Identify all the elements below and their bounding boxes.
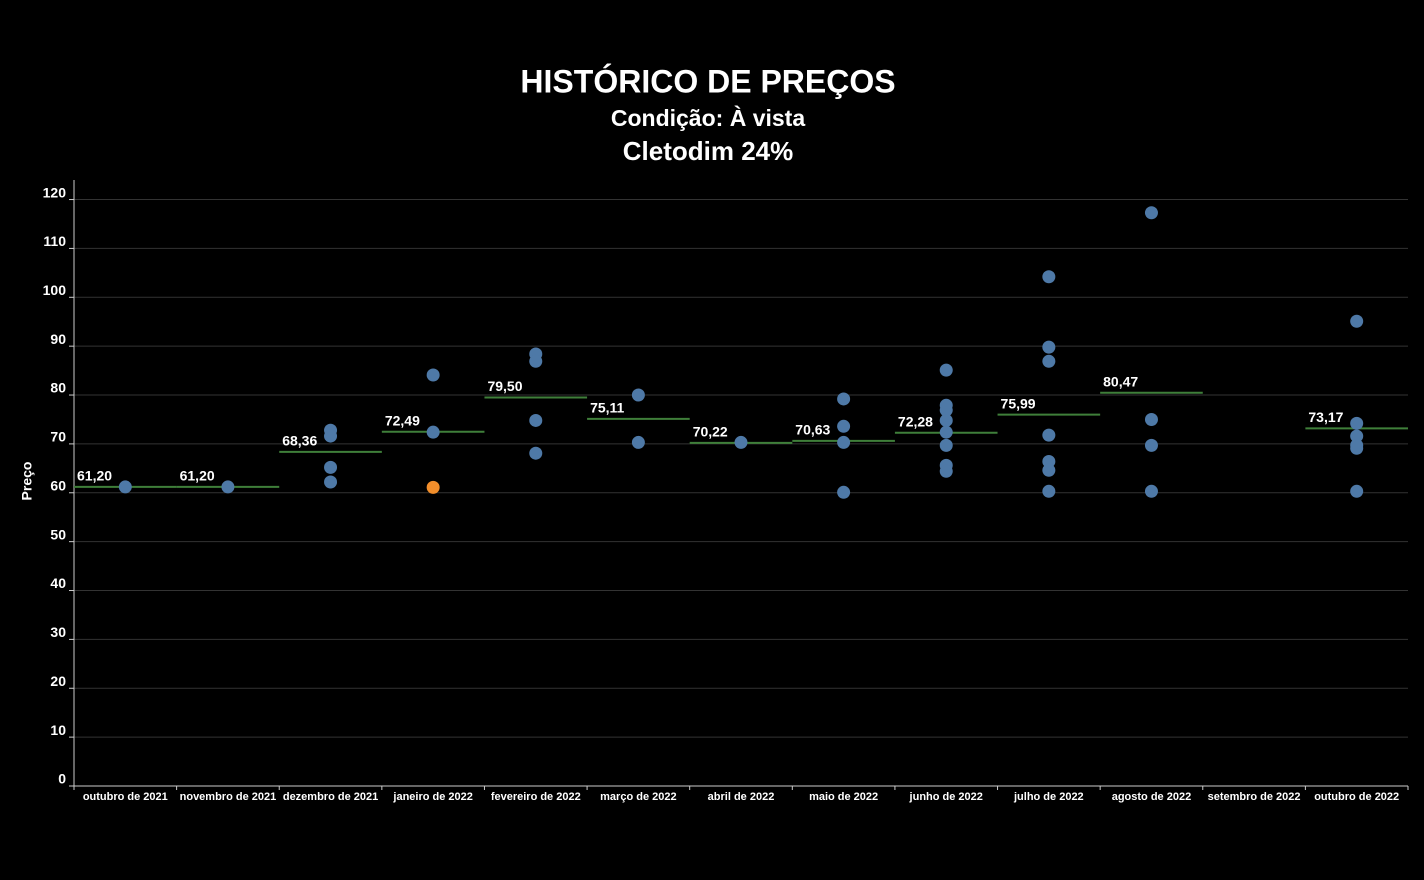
price-point — [1042, 463, 1056, 477]
mean-label: 70,22 — [693, 424, 728, 440]
price-point — [324, 460, 338, 474]
price-point — [529, 354, 543, 368]
price-point — [1350, 429, 1364, 443]
price-point — [426, 368, 440, 382]
price-point — [1144, 412, 1158, 426]
price-point — [837, 435, 851, 449]
y-tick-label: 20 — [50, 673, 66, 689]
price-point — [837, 392, 851, 406]
y-tick-label: 110 — [43, 233, 66, 249]
price-point — [1144, 438, 1158, 452]
price-point — [939, 438, 953, 452]
y-tick-label: 50 — [50, 526, 66, 542]
product-name: Cletodim 24% — [623, 136, 794, 166]
price-point — [939, 363, 953, 377]
mean-label: 79,50 — [487, 378, 522, 394]
x-tick-label: setembro de 2022 — [1208, 791, 1301, 803]
x-tick-label: agosto de 2022 — [1112, 791, 1191, 803]
x-tick-label: abril de 2022 — [708, 791, 775, 803]
mean-label: 73,17 — [1308, 409, 1343, 425]
mean-label: 72,49 — [385, 412, 420, 428]
price-point — [939, 403, 953, 417]
price-point — [1042, 270, 1056, 284]
x-tick-label: outubro de 2022 — [1314, 791, 1399, 803]
mean-label: 61,20 — [77, 468, 112, 484]
price-point — [118, 480, 132, 494]
price-point — [1042, 428, 1056, 442]
mean-label: 72,28 — [898, 413, 933, 429]
price-point — [939, 413, 953, 427]
price-point — [426, 480, 440, 494]
x-tick-label: março de 2022 — [600, 791, 676, 803]
price-point — [1042, 354, 1056, 368]
x-tick-label: maio de 2022 — [809, 791, 878, 803]
price-point — [837, 485, 851, 499]
x-tick-label: janeiro de 2022 — [392, 791, 473, 803]
y-tick-label: 120 — [43, 184, 67, 200]
x-tick-label: dezembro de 2021 — [283, 791, 378, 803]
price-point — [837, 419, 851, 433]
price-point — [1350, 441, 1364, 455]
price-point — [529, 446, 543, 460]
y-tick-label: 90 — [50, 331, 66, 347]
price-point — [426, 425, 440, 439]
price-point — [631, 435, 645, 449]
price-point — [1042, 340, 1056, 354]
y-tick-label: 30 — [50, 624, 66, 640]
y-tick-label: 80 — [50, 380, 66, 396]
price-point — [221, 480, 235, 494]
y-tick-label: 10 — [50, 722, 66, 738]
price-point — [1042, 484, 1056, 498]
price-point — [939, 425, 953, 439]
x-tick-label: outubro de 2021 — [83, 791, 168, 803]
y-tick-label: 0 — [58, 771, 66, 787]
x-tick-label: julho de 2022 — [1013, 791, 1084, 803]
y-tick-label: 100 — [43, 282, 67, 298]
price-point — [324, 429, 338, 443]
price-point — [1144, 206, 1158, 220]
mean-label: 75,11 — [590, 400, 624, 416]
price-point — [631, 388, 645, 402]
mean-label: 70,63 — [795, 422, 830, 438]
mean-label: 80,47 — [1103, 373, 1138, 389]
price-point — [1350, 416, 1364, 430]
x-tick-label: fevereiro de 2022 — [491, 791, 581, 803]
mean-label: 61,20 — [180, 468, 215, 484]
price-point — [529, 413, 543, 427]
x-tick-label: novembro de 2021 — [180, 791, 277, 803]
y-axis-label: Preço — [19, 462, 35, 501]
price-point — [939, 464, 953, 478]
price-point — [1350, 484, 1364, 498]
chart-title: HISTÓRICO DE PREÇOS — [520, 63, 895, 99]
mean-label: 75,99 — [1001, 395, 1036, 411]
y-tick-label: 60 — [50, 477, 66, 493]
price-point — [734, 435, 748, 449]
price-point — [324, 475, 338, 489]
chart-subtitle: Condição: À vista — [611, 104, 805, 131]
x-tick-label: junho de 2022 — [909, 791, 983, 803]
price-point — [1144, 484, 1158, 498]
y-tick-label: 40 — [50, 575, 66, 591]
price-point — [1350, 314, 1364, 328]
y-tick-label: 70 — [50, 429, 66, 445]
mean-label: 68,36 — [282, 433, 317, 449]
